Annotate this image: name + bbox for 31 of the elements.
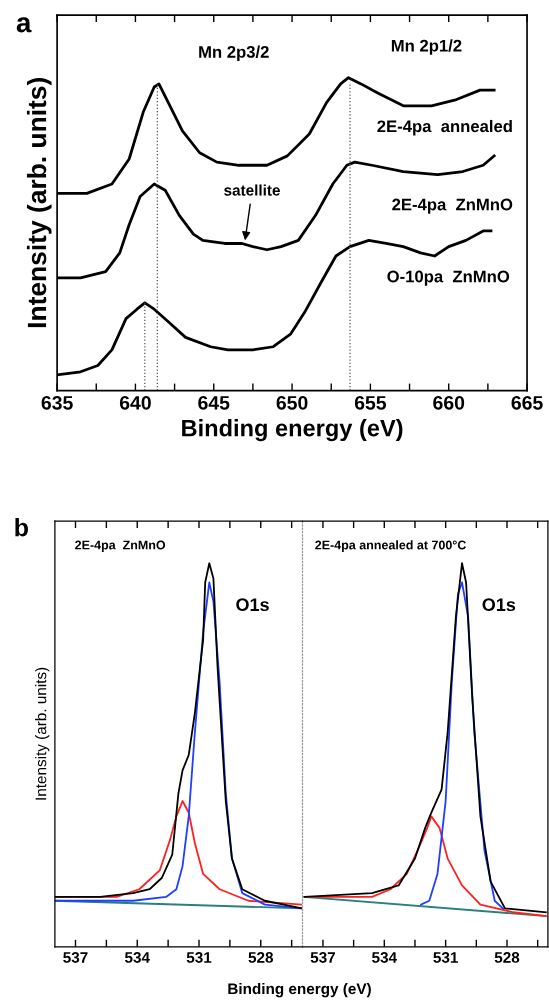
x-tick-label: 528	[494, 952, 520, 963]
y-axis-title: Intensity (arb. units)	[26, 78, 52, 328]
x-axis-title: Binding energy (eV)	[228, 982, 371, 998]
annotation: O1s	[236, 598, 269, 612]
x-tick-label: 537	[310, 952, 336, 963]
annotation: Mn 2p3/2	[199, 45, 269, 62]
x-axis-title: Binding energy (eV)	[182, 419, 403, 442]
annotation: Mn 2p1/2	[391, 39, 462, 55]
x-tick-label: 534	[124, 952, 150, 963]
x-tick-label: 660	[433, 395, 465, 410]
chart-title: 2E-4pa ZnMnO	[75, 540, 166, 552]
text: b	[15, 518, 28, 537]
text: a	[16, 17, 32, 33]
x-tick-label: 650	[276, 395, 308, 410]
x-tick-label: 665	[511, 395, 543, 410]
x-tick-label: 528	[248, 952, 274, 963]
x-tick-label: 531	[433, 952, 458, 963]
series-label: 2E-4pa ZnMnO	[392, 198, 513, 214]
series-label: O-10pa ZnMnO	[387, 270, 510, 286]
annotation: O1s	[482, 598, 516, 612]
x-tick-label: 645	[198, 395, 230, 410]
x-tick-label: 635	[41, 395, 73, 410]
annotation: satellite	[224, 184, 280, 196]
y-axis-title: Intensity (arb. units)	[35, 667, 50, 800]
chart-title: 2E-4pa annealed at 700°C	[315, 540, 467, 552]
x-tick-label: 537	[63, 952, 88, 963]
x-tick-label: 655	[354, 395, 387, 410]
x-tick-label: 534	[372, 952, 397, 963]
x-tick-label: 640	[119, 395, 151, 410]
series-label: 2E-4pa annealed	[377, 119, 512, 136]
x-tick-label: 531	[186, 952, 212, 963]
